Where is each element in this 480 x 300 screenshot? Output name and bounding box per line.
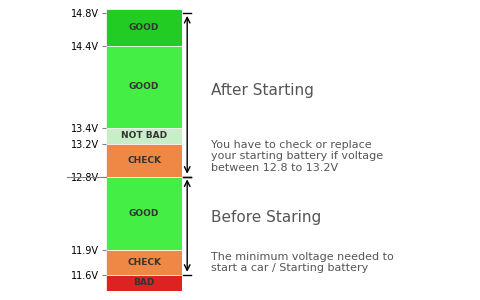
Text: GOOD: GOOD	[129, 23, 159, 32]
Text: GOOD: GOOD	[129, 82, 159, 91]
Bar	[106, 275, 182, 291]
Text: CHECK: CHECK	[127, 156, 161, 165]
Text: CHECK: CHECK	[127, 258, 161, 267]
Bar	[106, 144, 182, 177]
Bar	[106, 128, 182, 144]
Bar	[106, 46, 182, 128]
Bar	[106, 250, 182, 275]
Text: Before Staring: Before Staring	[211, 210, 322, 225]
Text: The minimum voltage needed to
start a car / Starting battery: The minimum voltage needed to start a ca…	[211, 252, 394, 273]
Text: After Starting: After Starting	[211, 83, 314, 98]
Text: BAD: BAD	[133, 278, 155, 287]
Text: You have to check or replace
your starting battery if voltage
between 12.8 to 13: You have to check or replace your starti…	[211, 140, 384, 173]
Text: GOOD: GOOD	[129, 209, 159, 218]
Text: NOT BAD: NOT BAD	[121, 131, 167, 140]
Bar	[106, 177, 182, 250]
Bar	[106, 9, 182, 46]
